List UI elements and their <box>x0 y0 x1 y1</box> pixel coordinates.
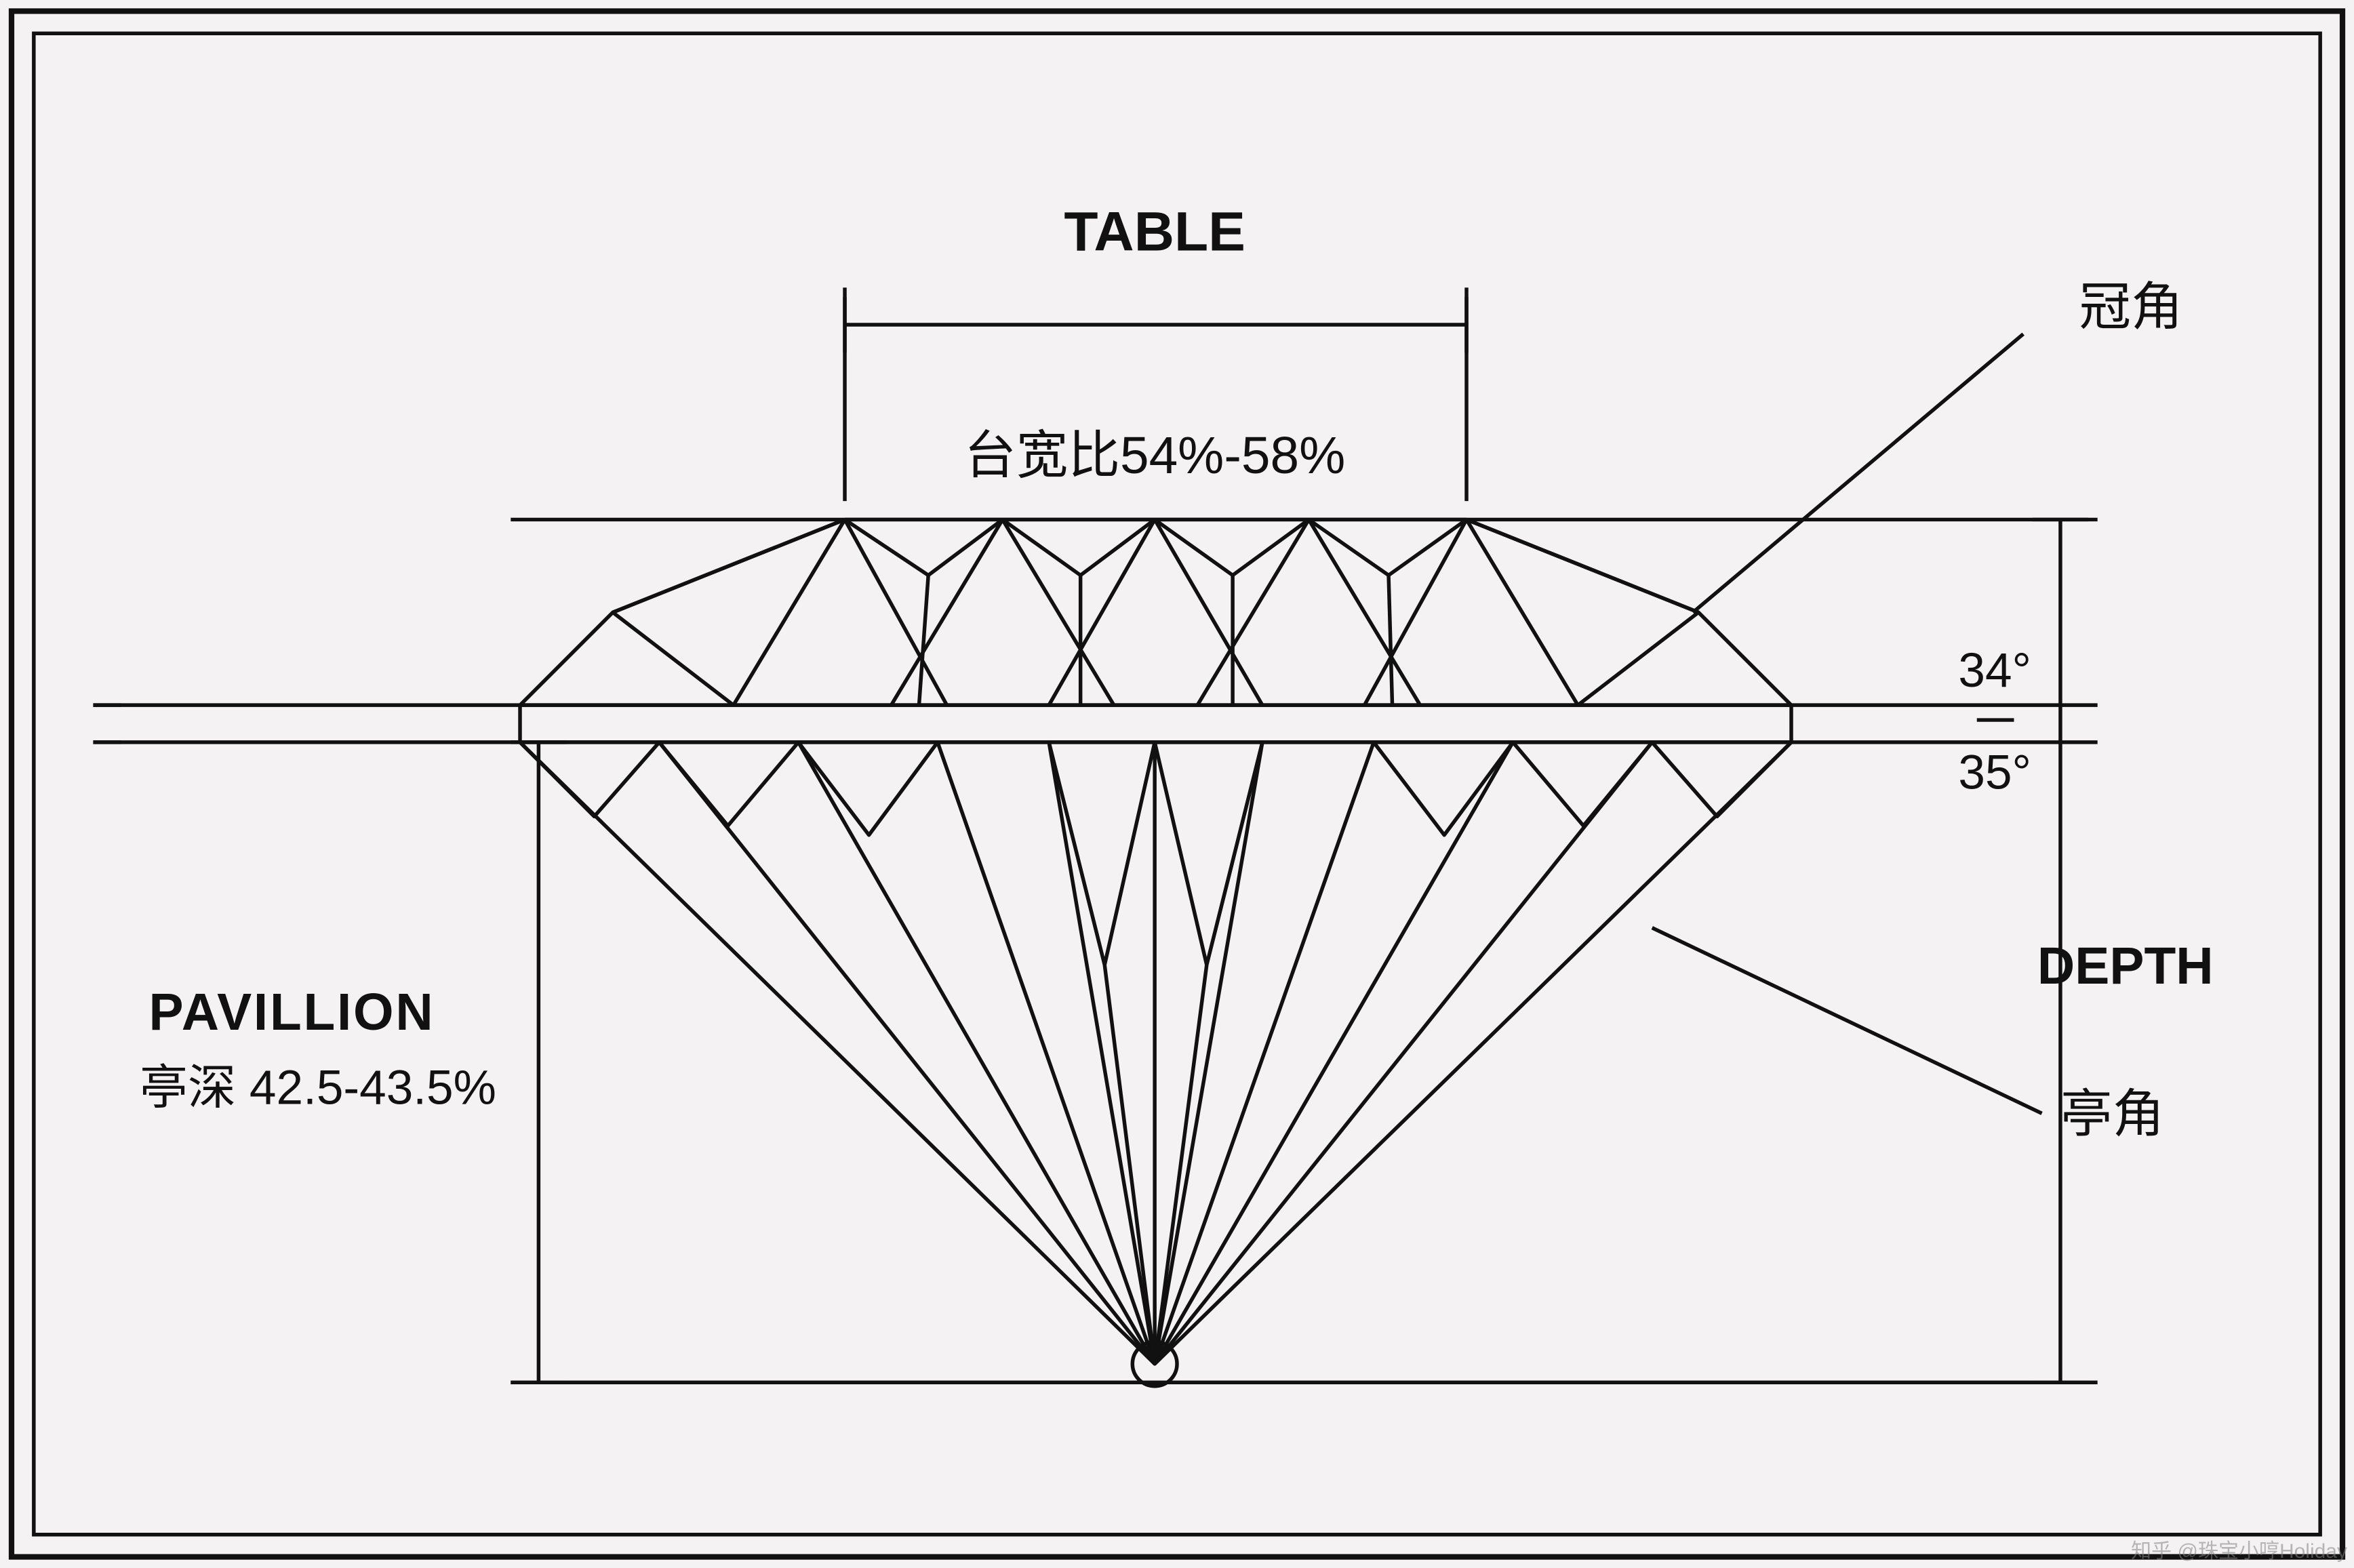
label-pavilion-angle-deg: 35° <box>1958 746 2031 799</box>
label-table-en: TABLE <box>1064 201 1245 263</box>
label-depth-en: DEPTH <box>2037 938 2214 995</box>
labels-group: TABLE 台宽比54%-58% 冠角 亭角 34° 35° DEPTH PAV… <box>140 201 2214 1144</box>
diamond-geometry <box>520 519 1791 1386</box>
diamond-diagram-svg: TABLE 台宽比54%-58% 冠角 亭角 34° 35° DEPTH PAV… <box>0 0 2354 1568</box>
label-crown-angle-cn: 冠角 <box>2079 279 2182 336</box>
label-table-cn: 台宽比54%-58% <box>964 427 1345 485</box>
label-pavilion-en: PAVILLION <box>149 984 435 1041</box>
label-pavilion-cn: 亭深 42.5-43.5% <box>140 1062 496 1115</box>
label-pavilion-angle-cn: 亭角 <box>2060 1086 2164 1144</box>
diagram-container: TABLE 台宽比54%-58% 冠角 亭角 34° 35° DEPTH PAV… <box>0 0 2354 1568</box>
label-crown-angle-deg: 34° <box>1958 644 2031 698</box>
